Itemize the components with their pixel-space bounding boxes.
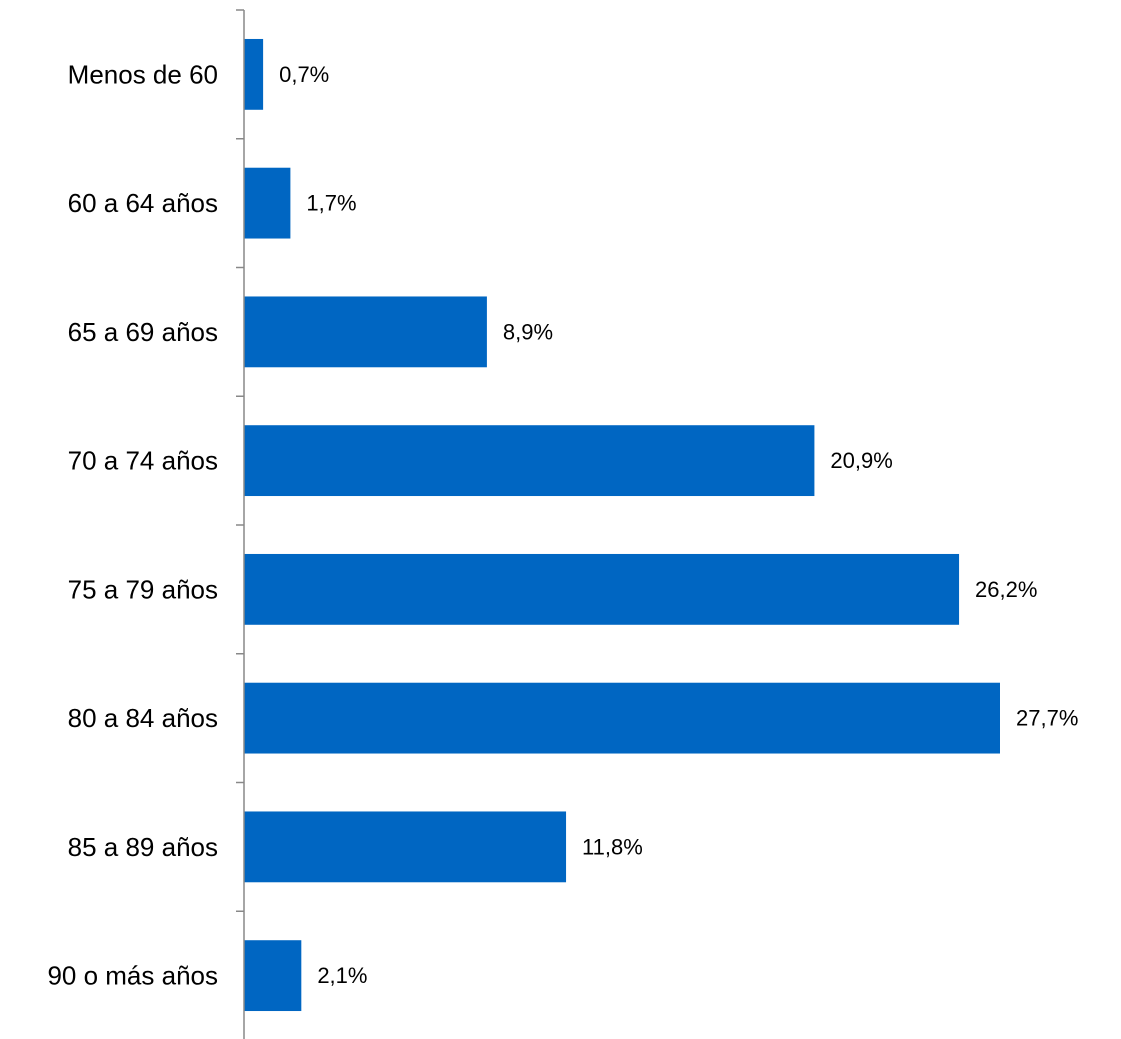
value-label: 20,9% [830, 448, 892, 473]
value-labels-group: 0,7% 1,7% 8,9% 20,9% 26,2% 27,7% 11,8% 2,1% [279, 62, 1078, 988]
category-axis [236, 9, 245, 1039]
bar [244, 425, 815, 497]
bar [244, 38, 264, 110]
value-label: 26,2% [975, 577, 1037, 602]
value-label: 11,8% [582, 834, 643, 859]
category-label: 85 a 89 años [68, 832, 218, 862]
bar [244, 940, 302, 1012]
value-label: 27,7% [1016, 706, 1078, 731]
category-label: 80 a 84 años [68, 703, 218, 733]
value-label: 2,1% [317, 963, 367, 988]
value-label: 1,7% [306, 191, 356, 216]
bar [244, 682, 1000, 754]
bars-group [244, 38, 1000, 1012]
category-label: 65 a 69 años [68, 317, 218, 347]
category-label: 90 o más años [47, 961, 218, 991]
category-label: Menos de 60 [68, 59, 218, 89]
value-label: 0,7% [279, 62, 329, 87]
category-label: 70 a 74 años [68, 446, 218, 476]
category-labels-group: Menos de 60 60 a 64 años 65 a 69 años 70 a … [47, 59, 218, 990]
category-label: 75 a 79 años [68, 574, 218, 604]
bar [244, 296, 487, 368]
value-label: 8,9% [503, 319, 553, 344]
bar [244, 167, 291, 239]
bar [244, 553, 960, 625]
bar [244, 811, 567, 883]
category-label: 60 a 64 años [68, 188, 218, 218]
